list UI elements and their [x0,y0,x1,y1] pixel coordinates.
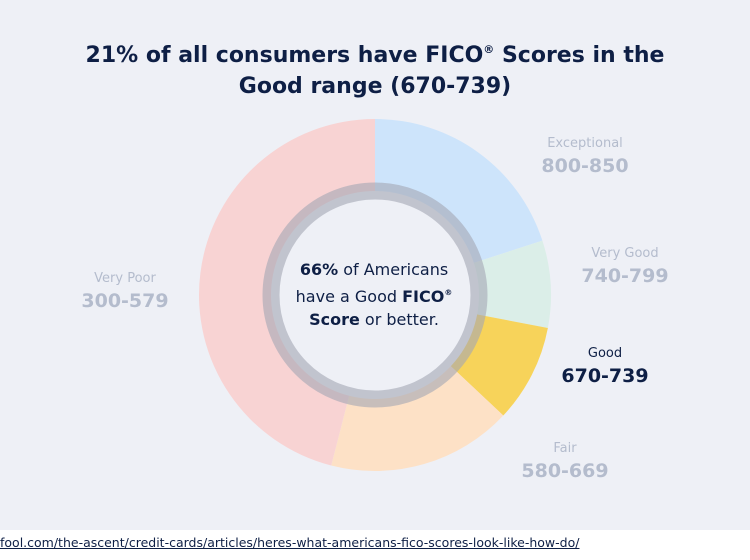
slice-name: Very Poor [94,271,156,286]
chart-title: 21% of all consumers have FICO® Scores i… [0,34,750,102]
slice-range: 300-579 [81,290,169,312]
slice-range: 740-799 [581,265,669,287]
title-line-1: 21% of all consumers have FICO® Scores i… [85,43,665,68]
slice-name: Very Good [591,246,659,261]
label-good: Good 670-739 [540,345,670,389]
center-callout: 66% of Americans have a Good FICO® Score… [295,260,453,329]
label-fair: Fair 580-669 [500,440,630,484]
title-line-2: Good range (670-739) [238,74,512,99]
slice-range: 800-850 [541,155,629,177]
slice-name: Exceptional [547,136,623,151]
label-exceptional: Exceptional 800-850 [520,135,650,179]
inner-ring [262,182,488,408]
slice-name: Fair [553,441,577,456]
source-link[interactable]: fool.com/the-ascent/credit-cards/article… [0,535,580,550]
slice-range: 670-739 [561,365,649,387]
slice-range: 580-669 [521,460,609,482]
label-very-good: Very Good 740-799 [560,245,690,289]
label-very-poor: Very Poor 300-579 [60,270,190,314]
donut-chart [198,119,551,472]
slice-name: Good [587,346,623,361]
